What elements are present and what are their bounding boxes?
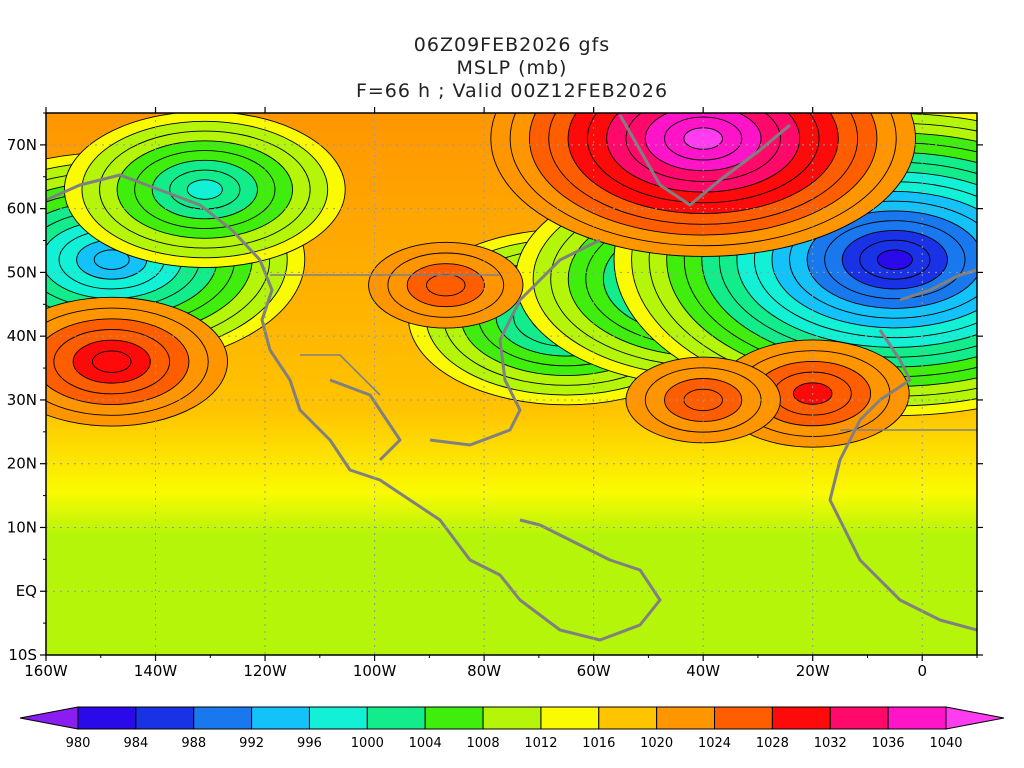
colorbar-label: 1016	[582, 736, 615, 751]
isobar-1030	[91, 350, 132, 373]
europe-coast	[899, 268, 977, 302]
colorbar-max-arrow	[945, 706, 1005, 730]
colorbar-box	[714, 706, 773, 730]
title-line-3: F=66 h ; Valid 00Z12FEB2026	[355, 80, 669, 102]
longitude-labels: 160W 140W 120W 100W 80W 60W 40W 20W 0	[24, 662, 927, 680]
isobar-1040	[683, 127, 723, 150]
lat-label: 60N	[7, 200, 37, 218]
low-center-1	[64, 113, 346, 268]
colorbar-label: 1024	[698, 736, 731, 751]
americas-coast	[230, 228, 662, 642]
colorbar-label: 988	[181, 736, 206, 751]
lon-label: 0	[917, 662, 927, 680]
lon-label: 100W	[353, 662, 397, 680]
colorbar-box	[424, 706, 484, 730]
colorbar-label: 1012	[524, 736, 557, 751]
colorbar-box	[135, 706, 195, 730]
isobar-982	[876, 249, 913, 270]
colorbar-box	[771, 706, 831, 730]
lat-label: 10N	[7, 518, 37, 536]
high-center-6	[368, 241, 524, 329]
isobar-998	[186, 179, 223, 200]
colorbar-box	[308, 706, 368, 730]
colorbar: 980 984 988 992 996 1000 1004 1008 1012 1016 1020 1…	[19, 706, 1005, 751]
colorbar-box	[540, 706, 600, 730]
latitude-labels: 70N 60N 50N 40N 30N 20N 10N EQ 10S	[7, 136, 37, 664]
lat-label: 40N	[7, 327, 37, 345]
lon-label: 40W	[686, 662, 720, 680]
lon-label: 20W	[796, 662, 830, 680]
borders	[270, 274, 977, 431]
colorbar-label: 984	[123, 736, 148, 751]
lon-label: 120W	[243, 662, 287, 680]
greenland	[618, 114, 791, 207]
colorbar-box	[598, 706, 658, 730]
colorbar-box	[366, 706, 426, 730]
lat-label: 10S	[8, 646, 37, 664]
pressure-map	[46, 113, 977, 655]
lat-label: 30N	[7, 391, 37, 409]
colorbar-label: 980	[66, 736, 91, 751]
colorbar-label: 1032	[814, 736, 847, 751]
axis-ticks	[40, 107, 983, 661]
colorbar-box	[829, 706, 889, 730]
graticule	[46, 113, 977, 655]
lat-label: 20N	[7, 455, 37, 473]
colorbar-label: 1004	[409, 736, 442, 751]
colorbar-box	[251, 706, 310, 730]
lon-label: 60W	[577, 662, 611, 680]
alaska-coast	[46, 173, 233, 232]
colorbar-box	[482, 706, 542, 730]
title-line-2: MSLP (mb)	[456, 57, 568, 79]
colorbar-box	[656, 706, 716, 730]
lat-label: 70N	[7, 136, 37, 154]
colorbar-label: 1028	[756, 736, 789, 751]
map-frame	[45, 112, 978, 656]
colorbar-label: 1020	[640, 736, 673, 751]
colorbar-box	[77, 706, 137, 730]
colorbar-box	[887, 706, 947, 730]
colorbar-label: 1040	[929, 736, 962, 751]
isobar-992	[93, 249, 130, 270]
pressure-fields	[46, 113, 977, 448]
colorbar-label: 992	[239, 736, 264, 751]
colorbar-label: 1008	[467, 736, 500, 751]
title-line-1: 06Z09FEB2026 gfs	[413, 34, 611, 56]
africa-coast	[828, 329, 977, 632]
high-center-9	[625, 356, 781, 444]
colorbar-box	[193, 706, 253, 730]
lat-label: EQ	[16, 582, 37, 600]
colorbar-label: 1036	[872, 736, 905, 751]
gulf-coast	[329, 378, 402, 462]
colorbar-label: 1000	[351, 736, 384, 751]
lat-label: 50N	[7, 263, 37, 281]
high-center-5	[46, 296, 228, 427]
lon-label: 160W	[24, 662, 68, 680]
lon-label: 140W	[134, 662, 178, 680]
colorbar-label: 996	[297, 736, 322, 751]
us-mexico-border	[300, 354, 381, 396]
eastern-us-coast	[429, 238, 601, 447]
isobar-1026	[426, 273, 466, 297]
lon-label: 80W	[467, 662, 501, 680]
coastlines	[46, 114, 977, 642]
high-center-7	[490, 113, 916, 257]
colorbar-min-arrow	[19, 706, 79, 730]
